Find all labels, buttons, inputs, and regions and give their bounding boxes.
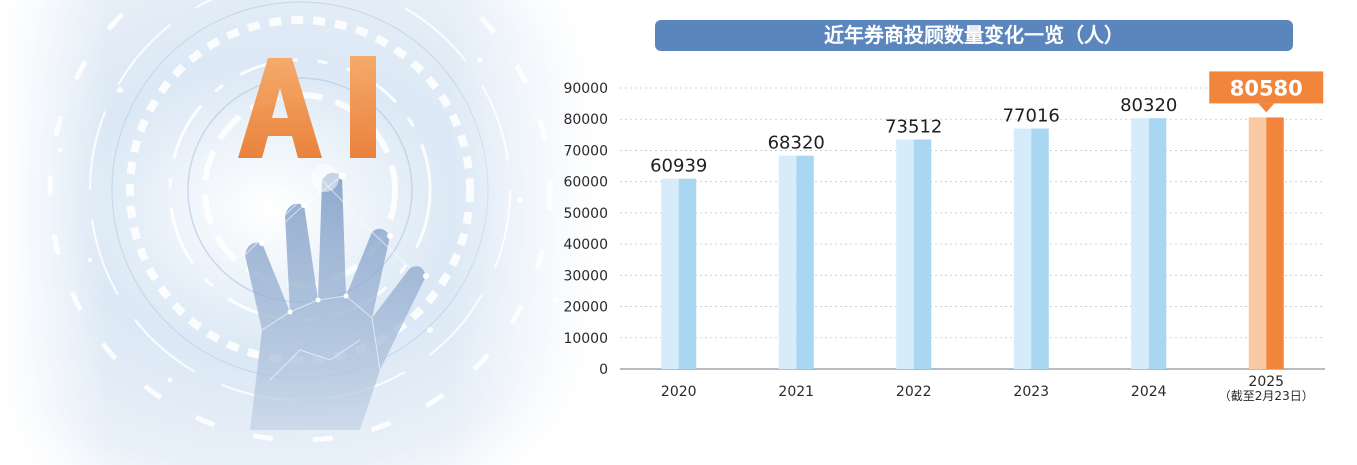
bars: [661, 117, 1284, 369]
y-tick-label: 70000: [563, 143, 608, 159]
x-category-label: 2023: [1013, 384, 1049, 400]
y-tick-label: 80000: [563, 112, 608, 128]
chart-title: 近年券商投顾数量变化一览（人）: [824, 23, 1124, 47]
y-tick-label: 90000: [563, 81, 608, 97]
hero-illustration: [0, 0, 600, 465]
bar-2025: [1248, 117, 1284, 369]
value-label: 60939: [650, 156, 707, 177]
y-tick-label: 60000: [563, 175, 608, 191]
chart-title-banner: [655, 20, 1293, 51]
bar-2023: [1013, 128, 1049, 369]
bar-shade-face: [1148, 118, 1167, 369]
bar-highlight-face: [661, 178, 679, 369]
value-label: 73512: [885, 116, 942, 137]
bar-2024: [1131, 118, 1167, 369]
value-label: 77016: [1003, 106, 1060, 127]
x-category-label: 2025: [1248, 374, 1284, 390]
ai-hand-illustration: [0, 0, 600, 465]
value-label: 80320: [1120, 95, 1177, 116]
x-category-label: 2020: [661, 384, 697, 400]
bar-shade-face: [796, 155, 814, 369]
bar-highlight-face: [778, 155, 797, 369]
x-category-label: 2021: [778, 384, 814, 400]
value-labels: 60939 68320 73512 77016 80320 80580: [650, 71, 1324, 177]
value-label: 68320: [768, 133, 825, 154]
y-tick-label: 40000: [563, 237, 608, 253]
y-axis-labels: 0 10000 20000 30000 40000 50000 60000 70000 8000…: [563, 81, 608, 378]
y-tick-label: 10000: [563, 331, 608, 347]
y-tick-label: 50000: [563, 206, 608, 222]
x-category-label: 2022: [896, 384, 932, 400]
y-tick-label: 0: [599, 362, 608, 378]
value-callout-box: [1209, 71, 1324, 104]
x-category-note: （截至2月23日）: [1219, 389, 1314, 403]
grid-lines: [620, 87, 1325, 370]
bar-highlight-face: [896, 139, 914, 369]
x-axis-labels: 2020 2021 2022 2023 2024 2025（截至2月23日）: [661, 374, 1314, 403]
bar-highlight-face: [1131, 118, 1149, 369]
x-category-label: 2024: [1131, 384, 1167, 400]
value-callout-pointer: [1258, 103, 1275, 113]
bar-shade-face: [1031, 128, 1049, 369]
bar-shade-face: [678, 178, 697, 369]
bar-shade-face: [913, 139, 932, 369]
bar-2020: [661, 178, 697, 369]
bar-highlight-face: [1013, 128, 1032, 369]
bar-highlight-face: [1248, 117, 1267, 369]
y-tick-label: 20000: [563, 300, 608, 316]
bar-shade-face: [1266, 117, 1284, 369]
y-tick-label: 30000: [563, 268, 608, 284]
bar-2021: [778, 155, 814, 369]
value-label: 80580: [1230, 76, 1303, 100]
bar-2022: [896, 139, 932, 369]
